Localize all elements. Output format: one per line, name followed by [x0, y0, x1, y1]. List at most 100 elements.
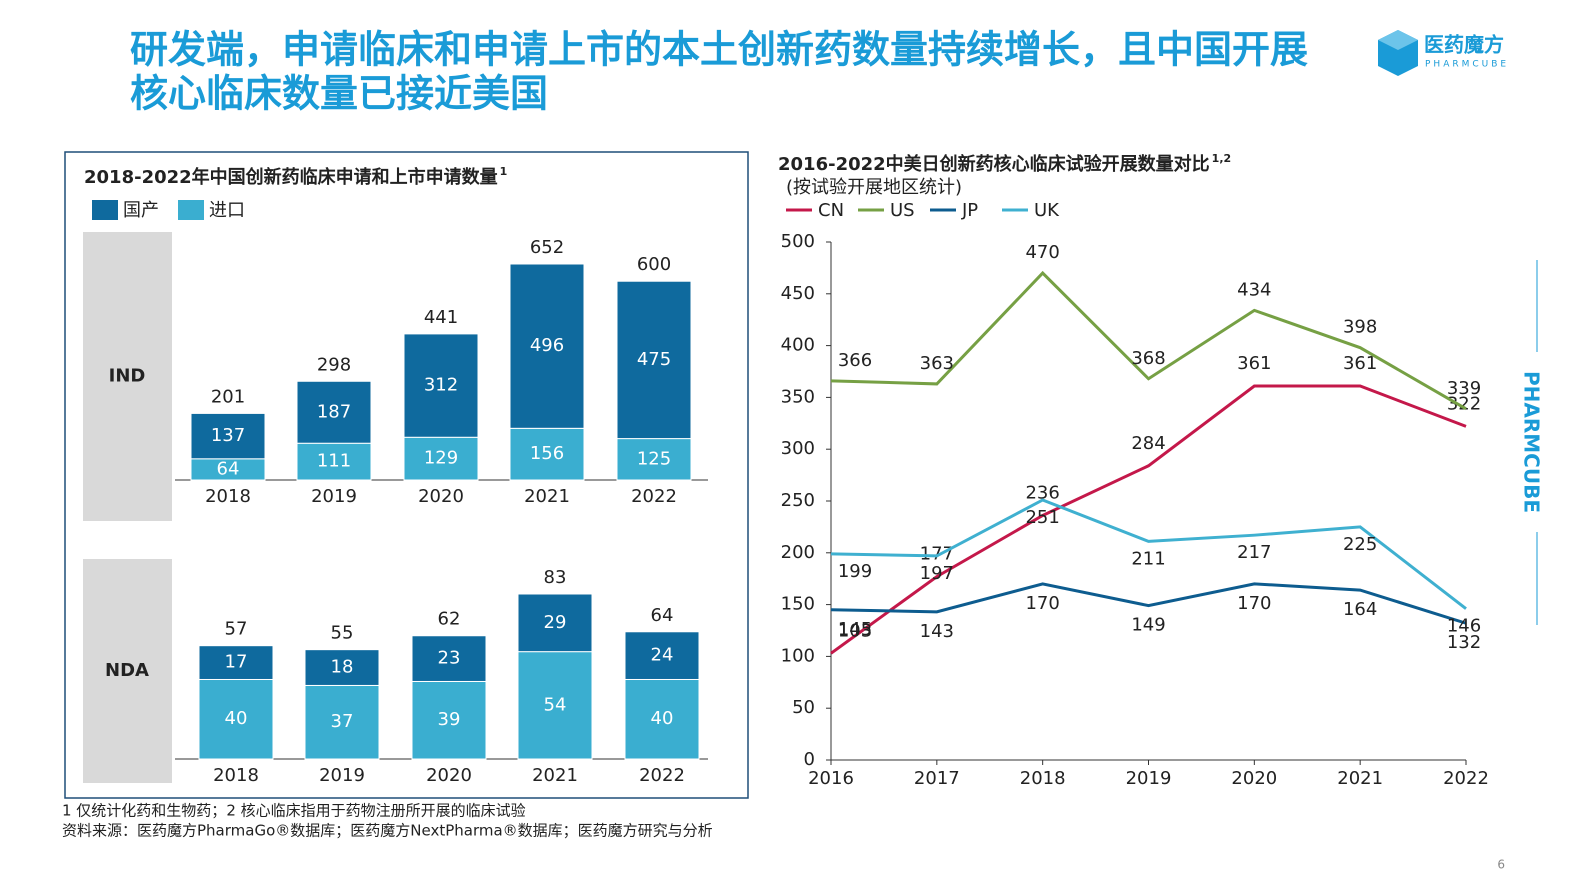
data-label: 361	[1237, 353, 1271, 374]
data-label: 39	[438, 709, 461, 730]
bar-segment	[509, 427, 585, 481]
data-label: 197	[920, 563, 954, 584]
legend-label: US	[890, 200, 915, 221]
data-label: 366	[838, 350, 872, 371]
data-label: 170	[1237, 593, 1271, 614]
total-label: 652	[530, 237, 564, 258]
x-tick-label: 2018	[213, 765, 259, 786]
y-tick-label: 150	[781, 594, 815, 615]
data-label: 177	[920, 544, 954, 565]
data-label: 312	[424, 375, 458, 396]
data-label: 143	[920, 621, 954, 642]
x-tick-label: 2022	[1443, 768, 1489, 789]
data-label: 368	[1131, 348, 1165, 369]
data-label: 361	[1343, 353, 1377, 374]
data-label: 137	[211, 425, 245, 446]
data-label: 236	[1025, 483, 1059, 504]
bar-segment	[198, 645, 274, 680]
data-label: 125	[637, 448, 671, 469]
line-series	[830, 498, 1467, 610]
data-label: 146	[1447, 616, 1481, 637]
total-label: 64	[651, 605, 674, 626]
data-label: 199	[838, 561, 872, 582]
bar-segment	[509, 263, 585, 429]
data-label: 251	[1025, 507, 1059, 528]
title-note: 1	[500, 165, 508, 178]
data-label: 339	[1447, 378, 1481, 399]
x-tick-label: 2018	[1020, 768, 1066, 789]
legend-swatch	[178, 200, 204, 220]
chart-title: 2018-2022年中国创新药临床申请和上市申请数量	[84, 166, 498, 188]
side-brand: PHARMCUBE	[1520, 371, 1544, 513]
data-label: 40	[651, 708, 674, 729]
y-tick-label: 500	[781, 231, 815, 252]
y-tick-label: 400	[781, 335, 815, 356]
data-label: 187	[317, 401, 351, 422]
total-label: 201	[211, 386, 245, 407]
data-label: 24	[651, 645, 674, 666]
slide-title: 核心临床数量已接近美国	[130, 72, 548, 116]
x-tick-label: 2022	[639, 765, 685, 786]
bar-segment	[304, 684, 380, 760]
data-label: 40	[225, 708, 248, 729]
data-label: 37	[331, 711, 354, 732]
bar-segment	[304, 649, 380, 686]
bar-segment	[296, 380, 372, 444]
legend-label: JP	[961, 200, 978, 221]
line-series	[830, 582, 1467, 625]
footnote: 1 仅统计化药和生物药；2 核心临床指用于药物注册所开展的临床试验	[62, 802, 526, 820]
x-tick-label: 2017	[914, 768, 960, 789]
footnote: 资料来源：医药魔方PharmaGo®数据库；医药魔方NextPharma®数据库…	[62, 822, 713, 840]
data-label: 156	[530, 443, 564, 464]
x-tick-label: 2020	[418, 486, 464, 507]
data-label: 29	[544, 612, 567, 633]
legend-label: 进口	[209, 200, 245, 221]
data-label: 64	[217, 458, 240, 479]
data-label: 470	[1025, 242, 1059, 263]
panel-label-box	[83, 232, 172, 521]
title-note: 1,2	[1212, 152, 1232, 165]
bar-segment	[616, 280, 692, 440]
bar-segment	[411, 635, 487, 682]
x-tick-label: 2020	[1231, 768, 1277, 789]
y-tick-label: 450	[781, 283, 815, 304]
data-label: 284	[1131, 433, 1165, 454]
logo-name: 医药魔方	[1424, 33, 1504, 57]
x-tick-label: 2019	[311, 486, 357, 507]
legend-label: UK	[1034, 200, 1060, 221]
data-label: 211	[1131, 548, 1165, 569]
y-tick-label: 100	[781, 645, 815, 666]
x-tick-label: 2016	[808, 768, 854, 789]
data-label: 103	[838, 620, 872, 641]
bar-segment	[624, 678, 700, 760]
data-label: 217	[1237, 542, 1271, 563]
data-label: 398	[1343, 317, 1377, 338]
total-label: 298	[317, 354, 351, 375]
x-tick-label: 2019	[1126, 768, 1172, 789]
data-label: 132	[1447, 632, 1481, 653]
data-label: 363	[920, 353, 954, 374]
slide-title: 研发端，申请临床和申请上市的本土创新药数量持续增长，且中国开展	[130, 28, 1308, 72]
panel-label-box	[83, 559, 172, 783]
bar-segment	[517, 593, 593, 653]
x-tick-label: 2021	[524, 486, 570, 507]
y-tick-label: 300	[781, 438, 815, 459]
y-tick-label: 250	[781, 490, 815, 511]
y-tick-label: 0	[804, 749, 815, 770]
data-label: 23	[438, 648, 461, 669]
total-label: 55	[331, 623, 354, 644]
line-series	[830, 270, 1467, 411]
x-tick-label: 2021	[532, 765, 578, 786]
logo-icon	[1378, 30, 1418, 76]
total-label: 57	[225, 619, 248, 640]
x-tick-label: 2019	[319, 765, 365, 786]
y-tick-label: 50	[792, 697, 815, 718]
data-label: 18	[331, 657, 354, 678]
y-tick-label: 200	[781, 542, 815, 563]
panel-label: IND	[109, 366, 146, 387]
bar-segment	[411, 680, 487, 760]
bar-segment	[198, 678, 274, 760]
x-tick-label: 2021	[1337, 768, 1383, 789]
